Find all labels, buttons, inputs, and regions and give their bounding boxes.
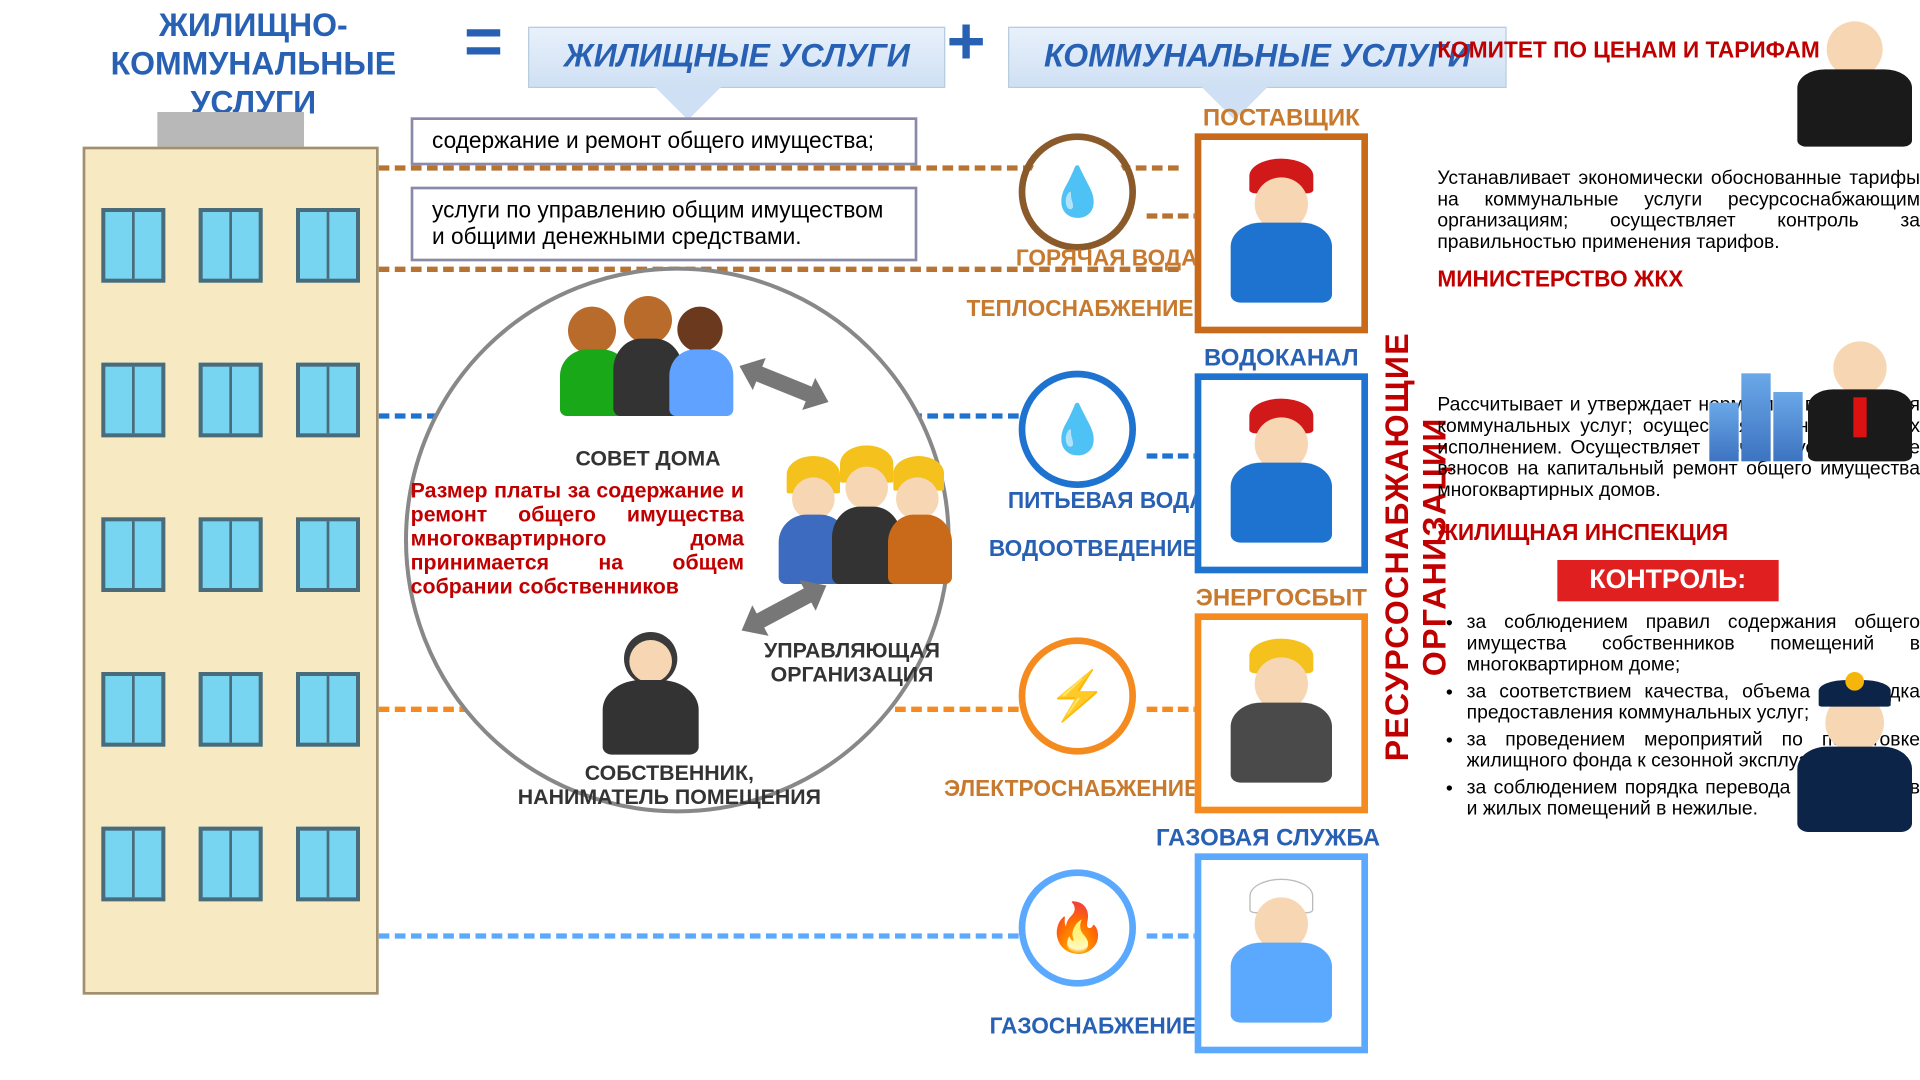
committee-icon [1797, 21, 1912, 146]
building [83, 147, 379, 995]
service-box-2: услуги по управлению общим имуществом и … [411, 187, 918, 262]
section2-title: МИНИСТЕРСТВО ЖКХ [1437, 267, 1920, 294]
right-column: КОМИТЕТ ПО ЦЕНАМ И ТАРИФАМ Устанавливает… [1437, 0, 1920, 1080]
eq-communal: КОММУНАЛЬНЫЕ УСЛУГИ [1008, 27, 1507, 88]
title-main: ЖИЛИЩНО-КОММУНАЛЬНЫЕ УСЛУГИ [67, 8, 440, 123]
section1-text: Устанавливает экономически обоснованные … [1437, 168, 1920, 253]
infographic-canvas: ЖИЛИЩНО-КОММУНАЛЬНЫЕ УСЛУГИ = ЖИЛИЩНЫЕ У… [0, 0, 1920, 1080]
arrow-down-icon [653, 85, 722, 120]
elec-label2: ЭЛЕКТРОСНАБЖЕНИЕ [944, 776, 1184, 803]
supplier-card-elec [1195, 613, 1368, 813]
supplier-title-gas: ГАЗОВАЯ СЛУЖБА [1155, 824, 1382, 852]
heat-icon: 💧 [1027, 141, 1128, 242]
supplier-title-water: ВОДОКАНАЛ [1168, 344, 1395, 372]
control-badge: КОНТРОЛЬ: [1557, 560, 1778, 601]
service-box-1: содержание и ремонт общего имущества; [411, 117, 918, 165]
elec-icon: ⚡ [1027, 645, 1128, 746]
list-item: за соблюдением правил содержания общего … [1467, 612, 1920, 676]
owner-icon [592, 632, 712, 760]
red-note: Размер платы за содержание и ремонт обще… [411, 480, 744, 600]
dash-line [379, 933, 1019, 938]
heat-label1: ГОРЯЧАЯ ВОДА [987, 245, 1227, 272]
section3-title: ЖИЛИЩНАЯ ИНСПЕКЦИЯ [1437, 520, 1920, 547]
council-icon [560, 296, 733, 429]
equals-sign: = [464, 3, 503, 80]
supplier-card-water [1195, 373, 1368, 573]
water-label2: ВОДООТВЕДЕНИЕ [973, 536, 1213, 563]
gas-icon: 🔥 [1027, 877, 1128, 978]
label-management: УПРАВЛЯЮЩАЯ ОРГАНИЗАЦИЯ [739, 640, 966, 688]
water-icon: 💧 [1027, 379, 1128, 480]
plus-sign: + [947, 3, 986, 80]
inspection-icon [1797, 680, 1912, 832]
eq-housing: ЖИЛИЩНЫЕ УСЛУГИ [528, 27, 946, 88]
label-owner: СОБСТВЕННИК, НАНИМАТЕЛЬ ПОМЕЩЕНИЯ [509, 763, 829, 811]
supplier-card-heat [1195, 133, 1368, 333]
label-council: СОВЕТ ДОМА [555, 448, 742, 472]
water-label1: ПИТЬЕВАЯ ВОДА [987, 488, 1227, 515]
ministry-icon [1709, 341, 1912, 461]
supplier-card-gas [1195, 853, 1368, 1053]
supplier-title-elec: ЭНЕРГОСБЫТ [1168, 584, 1395, 612]
heat-label2: ТЕПЛОСНАБЖЕНИЕ [960, 296, 1200, 323]
management-icon [779, 448, 952, 595]
gas-label2: ГАЗОСНАБЖЕНИЕ [973, 1013, 1213, 1040]
